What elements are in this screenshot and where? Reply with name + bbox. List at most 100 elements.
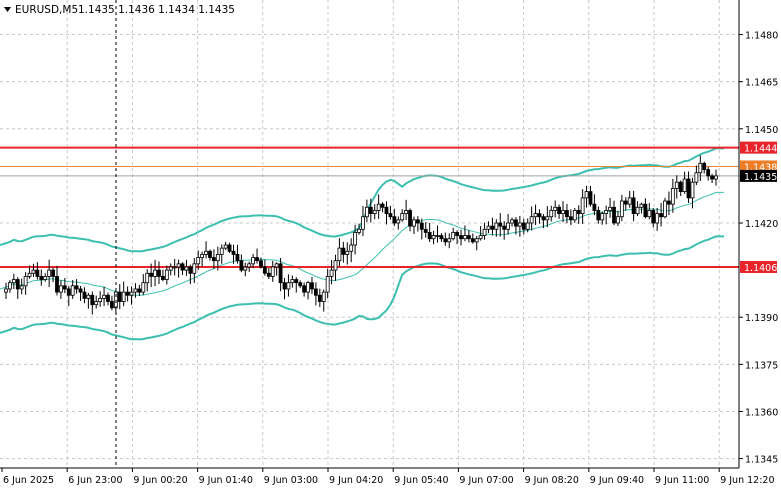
x-tick-label: 9 Jun 05:40 xyxy=(394,475,448,486)
x-tick-label: 6 Jun 23:00 xyxy=(68,475,122,486)
candle-body xyxy=(208,250,212,258)
candle-body xyxy=(580,197,585,214)
candle-body xyxy=(667,200,671,205)
y-tick-label: 1.1480 xyxy=(745,31,778,42)
candle-body xyxy=(604,210,609,214)
candle-body xyxy=(259,260,263,268)
candle-body xyxy=(4,288,8,293)
candle-body xyxy=(78,288,83,293)
triangle-down-icon[interactable] xyxy=(4,7,11,12)
candle-body xyxy=(557,206,561,214)
candle-body xyxy=(31,269,36,274)
x-tick-label: 9 Jun 03:00 xyxy=(264,475,318,486)
candle-body xyxy=(215,254,220,262)
candle-body xyxy=(686,178,691,199)
candle-body xyxy=(376,203,381,211)
x-tick-label: 9 Jun 08:20 xyxy=(525,475,579,486)
candle-body xyxy=(168,266,173,271)
candle-body xyxy=(219,247,224,255)
candle-body xyxy=(349,244,354,252)
candle-body xyxy=(545,216,550,221)
candle-body xyxy=(255,257,259,262)
candle-body xyxy=(451,232,456,240)
candle-body xyxy=(184,266,189,271)
candle-body xyxy=(8,282,12,290)
candle-body xyxy=(23,276,28,287)
candle-body xyxy=(278,263,283,284)
x-tick-label: 6 Jun 2025 xyxy=(3,475,54,486)
support-price-label: 1.1406 xyxy=(744,263,777,274)
x-tick-label: 9 Jun 09:40 xyxy=(590,475,644,486)
candle-body xyxy=(47,269,52,277)
candle-body xyxy=(310,282,314,290)
candle-body xyxy=(137,288,142,293)
candle-body xyxy=(541,216,546,221)
candle-body xyxy=(412,219,416,227)
y-tick-label: 1.1465 xyxy=(745,78,778,89)
candle-body xyxy=(353,232,358,246)
candle-body xyxy=(596,210,601,221)
bid-price-tag xyxy=(740,169,777,182)
candle-body xyxy=(404,210,409,214)
candle-body xyxy=(384,206,389,214)
candle-body xyxy=(631,197,636,214)
candle-body xyxy=(239,260,244,271)
candle-body xyxy=(525,222,530,230)
candle-body xyxy=(408,210,412,227)
y-tick-label: 1.1390 xyxy=(745,313,778,324)
candle-body xyxy=(533,213,538,218)
resistance-price-tag xyxy=(740,141,777,154)
candle-body xyxy=(710,175,714,180)
candle-body xyxy=(431,235,436,240)
candle-body xyxy=(282,282,287,290)
candle-body xyxy=(510,219,514,224)
candle-body xyxy=(588,191,593,205)
candle-body xyxy=(161,276,165,280)
candle-body xyxy=(627,197,632,205)
candle-body xyxy=(447,238,452,243)
candle-body xyxy=(129,291,134,296)
candle-body xyxy=(678,181,683,192)
candle-body xyxy=(345,250,350,255)
price-levels xyxy=(0,146,739,268)
candle-body xyxy=(39,276,44,280)
candle-body xyxy=(443,238,448,243)
candle-body xyxy=(706,169,711,177)
candle-body xyxy=(572,210,577,221)
candle-body xyxy=(694,172,699,183)
candle-body xyxy=(368,206,373,214)
support-price-tag xyxy=(740,260,777,273)
candle-body xyxy=(180,263,185,271)
candle-body xyxy=(561,210,565,214)
candle-body xyxy=(266,272,271,277)
candle-body xyxy=(537,213,542,218)
candle-body xyxy=(486,225,491,230)
candle-body xyxy=(400,213,405,221)
candle-body xyxy=(623,200,628,205)
candle-body xyxy=(145,272,150,284)
candle-body xyxy=(164,269,169,280)
x-tick-label: 9 Jun 04:20 xyxy=(329,475,383,486)
candle-body xyxy=(70,285,75,296)
candle-body xyxy=(549,210,554,218)
candle-body xyxy=(423,228,428,233)
candle-body xyxy=(59,285,63,293)
candle-body xyxy=(94,301,99,306)
x-tick-label: 9 Jun 12:20 xyxy=(720,475,774,486)
candle-body xyxy=(98,297,103,302)
candle-body xyxy=(459,235,463,240)
x-tick-label: 9 Jun 01:40 xyxy=(199,475,253,486)
ask-price-tag xyxy=(740,160,777,173)
candle-body xyxy=(298,282,303,287)
candle-body xyxy=(43,276,48,280)
candle-body xyxy=(670,188,675,205)
candle-body xyxy=(663,200,667,218)
candle-body xyxy=(364,206,369,218)
x-tick-label: 9 Jun 07:00 xyxy=(459,475,513,486)
candle-body xyxy=(529,216,534,224)
candle-body xyxy=(584,191,589,199)
candle-body xyxy=(514,219,518,227)
